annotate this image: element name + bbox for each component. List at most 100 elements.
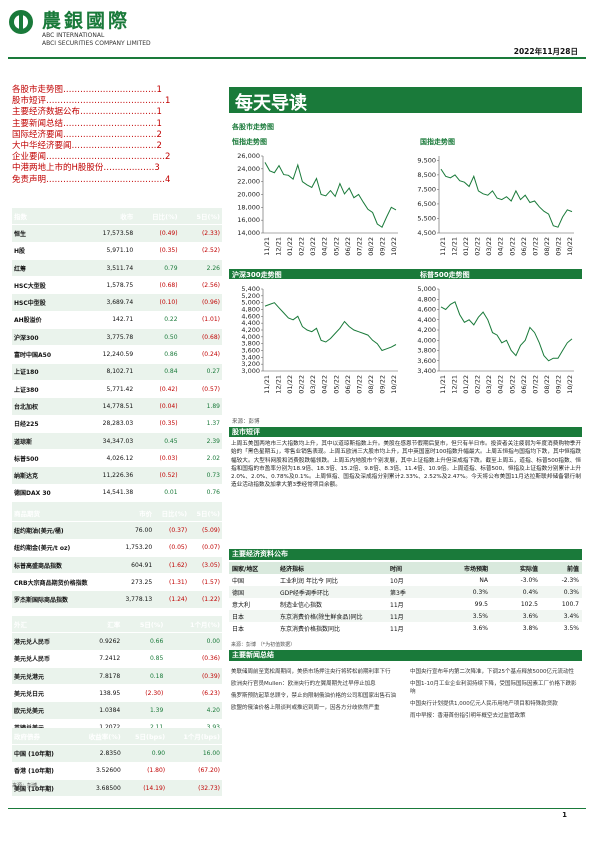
toc-item[interactable]: 中港两地上市的H股股份………………3	[12, 163, 160, 174]
x-tick-label: 01/22	[462, 237, 470, 256]
col-header: 市价	[115, 505, 153, 523]
cell: NA	[479, 576, 488, 584]
row-label: HSC中型股	[12, 293, 80, 312]
y-tick-label: 4,800	[417, 295, 436, 303]
table-row: 标普高盛商品指数 604.91 (1.62) (3.05)	[12, 556, 222, 575]
y-tick-label: 14,000	[237, 229, 260, 237]
x-tick-label: 08/22	[543, 237, 551, 256]
table-of-contents: 各股市走势图……………………………1 股市短评……………………………………1 主…	[12, 85, 207, 186]
cell: 0.3%	[563, 588, 579, 596]
row-label: 标普500	[12, 449, 80, 468]
row-label: 美元兑人民币	[12, 650, 82, 668]
x-tick-label: 10/22	[566, 237, 574, 256]
y-tick-label: 4,500	[417, 229, 436, 237]
col-header: 指数	[12, 208, 80, 226]
y-tick-label: 3,200	[241, 360, 260, 368]
table-row: AH股溢价 142.71 0.22 (1.01)	[12, 311, 222, 330]
toc-item[interactable]: 大中华经济要闻…………………………2	[12, 141, 162, 152]
row-label: 中国 (10年期)	[12, 744, 74, 763]
row-label: 纽约期油(美元/桶)	[12, 521, 116, 540]
cell: 0.45	[133, 432, 178, 451]
cell: (0.68)	[177, 328, 222, 347]
cell: (1.22)	[187, 590, 222, 609]
x-tick-label: 02/22	[474, 237, 482, 256]
chart-source: 来源：彭博	[232, 419, 260, 425]
news-item: 中国央行宣布年内第二次降准，下调25个基点释放5000亿元流动性	[410, 669, 574, 675]
cell: 3,511.74	[79, 259, 134, 278]
row-label: 港元兑人民币	[12, 632, 82, 651]
cell: 28,283.03	[79, 415, 134, 433]
x-tick-label: 02/22	[474, 375, 482, 394]
row-label: 台北加权	[12, 397, 80, 416]
table-row: 道琼斯 34,347.03 0.45 2.39	[12, 432, 222, 451]
y-tick-label: 18,000	[237, 203, 260, 211]
row-label: 罗杰斯国际商品指数	[12, 590, 116, 609]
cell: 0.76	[177, 484, 222, 503]
cell: (0.52)	[133, 466, 178, 485]
y-tick-label: 3,400	[241, 353, 260, 361]
cell: (0.42)	[133, 380, 178, 399]
x-tick-label: 02/22	[298, 237, 306, 256]
cell: 制造业信心指数	[280, 601, 323, 609]
header-rule	[8, 57, 586, 59]
cell: 604.91	[115, 556, 153, 575]
toc-item[interactable]: 各股市走势图……………………………1	[12, 85, 162, 95]
cell: (0.39)	[163, 667, 222, 686]
cell: 2.39	[177, 432, 222, 451]
row-label: 香港 (10年期)	[12, 762, 74, 780]
toc-item[interactable]: 股市短评……………………………………1	[12, 96, 171, 107]
cell: 0.85	[120, 650, 164, 668]
x-tick-label: 08/22	[367, 375, 375, 394]
section-charts-title: 各股市走势图	[232, 123, 274, 131]
x-tick-label: 11/21	[263, 237, 271, 256]
cell: -3.0%	[520, 576, 538, 584]
news-item: 中国1-10月工业企业利润持续下降，受国际国际因素工厂价格下跌影响	[410, 681, 577, 695]
cell: 0.3%	[472, 588, 488, 596]
toc-item[interactable]: 免责声明……………………………………4	[12, 174, 171, 185]
logo-cn: 農銀國際	[42, 10, 131, 32]
y-tick-label: 4,000	[241, 333, 260, 341]
cell: 0.9262	[81, 632, 121, 651]
toc-item[interactable]: 企业要闻……………………………………2	[12, 152, 171, 163]
row-label: CRB大宗商品期货价格指数	[12, 573, 116, 592]
cell: (0.68)	[133, 276, 178, 295]
x-tick-label: 11/21	[439, 375, 447, 394]
table-row: HSC大型股 1,578.75 (0.68) (2.56)	[12, 276, 222, 295]
x-tick-label: 06/22	[344, 375, 352, 394]
col-header: 政府债券	[12, 728, 74, 746]
y-tick-label: 4,800	[241, 306, 260, 314]
row-label: 日本	[232, 625, 245, 633]
cell: (6.23)	[163, 684, 222, 703]
x-tick-label: 09/22	[378, 375, 386, 394]
col-header: 5日(%)	[177, 208, 222, 226]
cell: (0.37)	[152, 521, 188, 540]
row-label: 沪深300	[12, 328, 80, 347]
x-tick-label: 04/22	[321, 375, 329, 394]
cell: 0.73	[177, 466, 222, 485]
series-line	[264, 162, 397, 228]
toc-item[interactable]: 主要经济数据公布………………………1	[12, 107, 162, 118]
x-tick-label: 04/22	[321, 237, 329, 256]
x-tick-label: 01/22	[286, 237, 294, 256]
col-header: 时间	[390, 565, 403, 573]
cell: 14,541.38	[79, 484, 134, 503]
toc-item[interactable]: 主要新闻总结……………………………1	[12, 118, 162, 129]
y-tick-label: 3,600	[241, 347, 260, 355]
y-tick-label: 5,200	[241, 292, 260, 300]
cell: (2.33)	[177, 224, 222, 243]
cell: (1.57)	[187, 573, 222, 592]
cell: 7.2412	[81, 650, 121, 668]
cell: (0.24)	[177, 345, 222, 364]
x-tick-label: 01/22	[286, 375, 294, 394]
eco-data-table: 国家/地区 经济指标 时间 市场预期 实际值 前值 中国 工业利润 年比今 同比 1…	[229, 562, 582, 634]
y-tick-label: 4,400	[241, 319, 260, 327]
toc-item[interactable]: 国际经济要闻……………………………2	[12, 129, 162, 140]
cell: (0.49)	[133, 224, 178, 243]
table-row: 纽约期金(美元/t oz) 1,753.20 (0.05) (0.07)	[12, 539, 222, 557]
col-header: 5日(bps)	[120, 728, 166, 746]
col-header: 1个月(%)	[163, 616, 222, 634]
y-tick-label: 3,400	[417, 367, 436, 375]
row-label: 上证180	[12, 363, 80, 381]
x-tick-label: 07/22	[355, 375, 363, 394]
row-label: 德国	[232, 589, 245, 597]
